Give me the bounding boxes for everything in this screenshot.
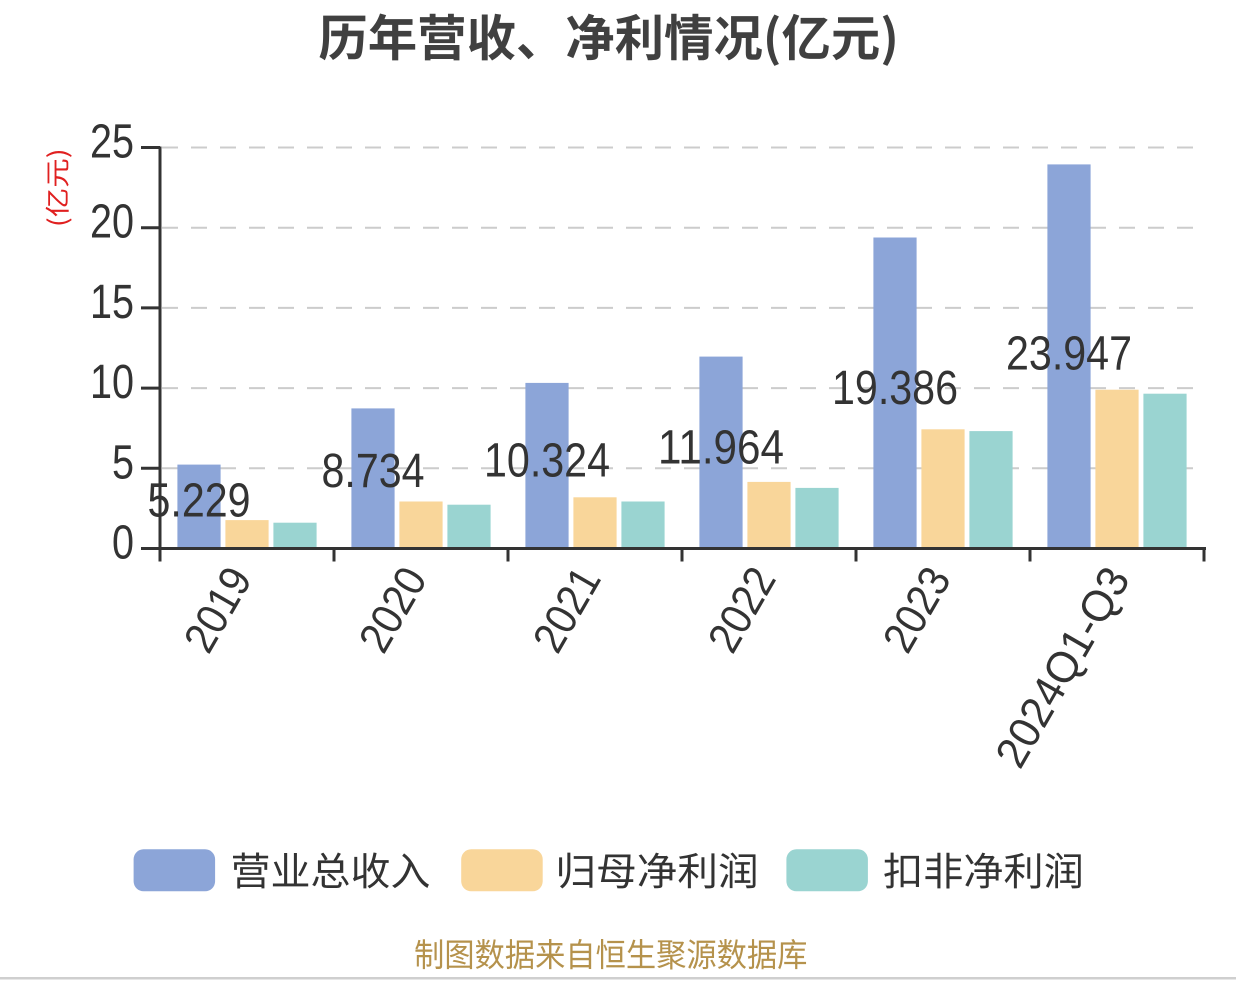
svg-text:20: 20 [90, 196, 134, 249]
svg-text:10: 10 [90, 356, 134, 409]
svg-text:15: 15 [90, 276, 134, 329]
svg-text:10.324: 10.324 [484, 435, 610, 488]
svg-text:5: 5 [112, 436, 134, 489]
svg-text:23.947: 23.947 [1006, 328, 1132, 381]
svg-text:11.964: 11.964 [658, 422, 784, 475]
svg-text:8.734: 8.734 [322, 445, 425, 498]
svg-text:5.229: 5.229 [148, 474, 251, 527]
svg-text:19.386: 19.386 [832, 362, 958, 415]
svg-text:0: 0 [112, 517, 134, 570]
svg-text:25: 25 [90, 116, 134, 169]
